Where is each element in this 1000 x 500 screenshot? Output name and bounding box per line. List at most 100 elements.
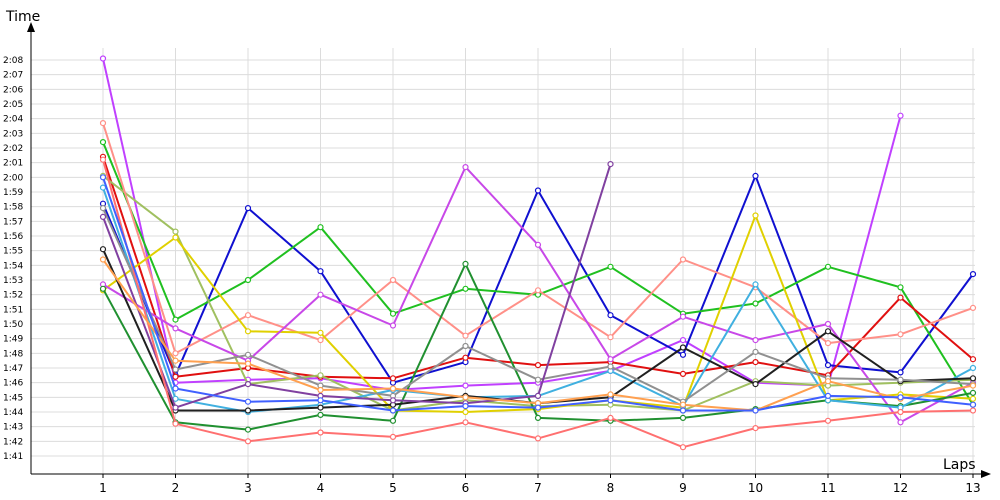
data-point	[172, 316, 179, 323]
data-point	[969, 304, 977, 311]
data-point	[752, 212, 759, 219]
data-point	[462, 419, 469, 426]
axes: Time Laps	[5, 9, 991, 478]
data-point	[607, 363, 614, 370]
data-point	[679, 414, 687, 421]
data-point	[969, 356, 977, 363]
data-point	[534, 392, 542, 399]
data-point	[389, 310, 397, 317]
data-point	[172, 366, 179, 373]
data-point	[679, 407, 687, 414]
x-tick-label: 5	[389, 481, 397, 495]
x-tick-label: 6	[462, 481, 470, 495]
data-point	[99, 285, 107, 292]
data-point	[534, 376, 542, 383]
x-tick-label: 9	[679, 481, 687, 495]
y-tick-label: 1:45	[3, 393, 23, 403]
data-point	[824, 378, 832, 385]
data-point	[389, 407, 397, 414]
y-tick-label: 1:55	[3, 247, 23, 257]
y-tick-label: 1:57	[3, 217, 23, 227]
data-point	[969, 389, 977, 396]
data-point	[897, 112, 904, 119]
y-tick-label: 1:43	[3, 423, 23, 433]
x-tick-label: 8	[607, 481, 615, 495]
data-point	[244, 205, 252, 212]
data-point	[389, 375, 397, 382]
data-point	[897, 369, 904, 376]
data-point	[462, 394, 469, 401]
series-16	[99, 174, 977, 414]
data-point	[317, 291, 324, 298]
data-point	[244, 381, 252, 388]
x-tick-label: 13	[965, 481, 980, 495]
data-point	[897, 294, 904, 301]
data-point	[244, 426, 252, 433]
data-point	[679, 344, 687, 351]
y-tick-label: 1:44	[3, 408, 23, 418]
data-point	[99, 119, 107, 127]
x-tick-label: 2	[172, 481, 180, 495]
data-point	[99, 139, 107, 146]
data-point	[317, 224, 324, 231]
data-point	[462, 285, 469, 292]
y-tick-label: 1:49	[3, 335, 23, 345]
data-point	[679, 337, 687, 344]
data-point	[534, 287, 542, 294]
data-point	[244, 276, 252, 284]
data-point	[607, 414, 614, 421]
y-tick-label: 1:48	[3, 349, 23, 359]
data-point	[824, 362, 832, 369]
x-tick-label: 12	[893, 481, 908, 495]
data-point	[99, 213, 107, 220]
data-point	[244, 360, 252, 367]
data-point	[969, 375, 977, 382]
data-point	[317, 411, 324, 418]
data-point	[969, 271, 977, 278]
data-point	[172, 357, 179, 364]
data-point	[172, 234, 179, 241]
series-13	[99, 161, 614, 411]
y-tick-label: 2:03	[3, 129, 23, 139]
y-tick-label: 1:53	[3, 276, 23, 286]
data-point	[389, 322, 397, 329]
data-point	[99, 174, 107, 181]
data-point	[389, 397, 397, 404]
data-point	[897, 331, 904, 338]
x-tick-label: 7	[534, 481, 542, 495]
data-point	[172, 373, 179, 380]
data-point	[172, 420, 179, 427]
y-tick-label: 2:08	[3, 56, 23, 66]
data-point	[244, 312, 252, 319]
data-point	[824, 340, 832, 347]
data-point	[317, 386, 324, 394]
data-point	[172, 325, 179, 332]
data-point	[244, 351, 252, 358]
data-point	[462, 354, 469, 361]
data-point	[99, 55, 107, 62]
data-point	[99, 205, 107, 212]
y-tick-label: 1:54	[3, 261, 23, 271]
series-line	[102, 58, 902, 391]
data-point	[389, 276, 397, 284]
x-axis-title: Laps	[943, 457, 976, 473]
data-point	[99, 156, 107, 163]
data-point	[752, 407, 759, 414]
data-point	[897, 284, 904, 291]
y-tick-label: 2:06	[3, 85, 23, 95]
data-point	[244, 398, 252, 405]
data-point	[824, 417, 832, 424]
data-point	[172, 385, 179, 392]
data-point	[317, 268, 324, 275]
y-tick-label: 1:59	[3, 188, 23, 198]
y-tick-label: 2:05	[3, 100, 23, 110]
y-tick-label: 1:52	[3, 291, 23, 301]
data-point	[389, 385, 397, 392]
data-point	[679, 351, 687, 358]
data-point	[462, 408, 469, 416]
y-tick-label: 1:58	[3, 203, 23, 213]
x-tick-label: 1	[99, 481, 107, 495]
data-point	[534, 187, 542, 194]
data-point	[679, 370, 687, 377]
data-point	[897, 408, 904, 416]
